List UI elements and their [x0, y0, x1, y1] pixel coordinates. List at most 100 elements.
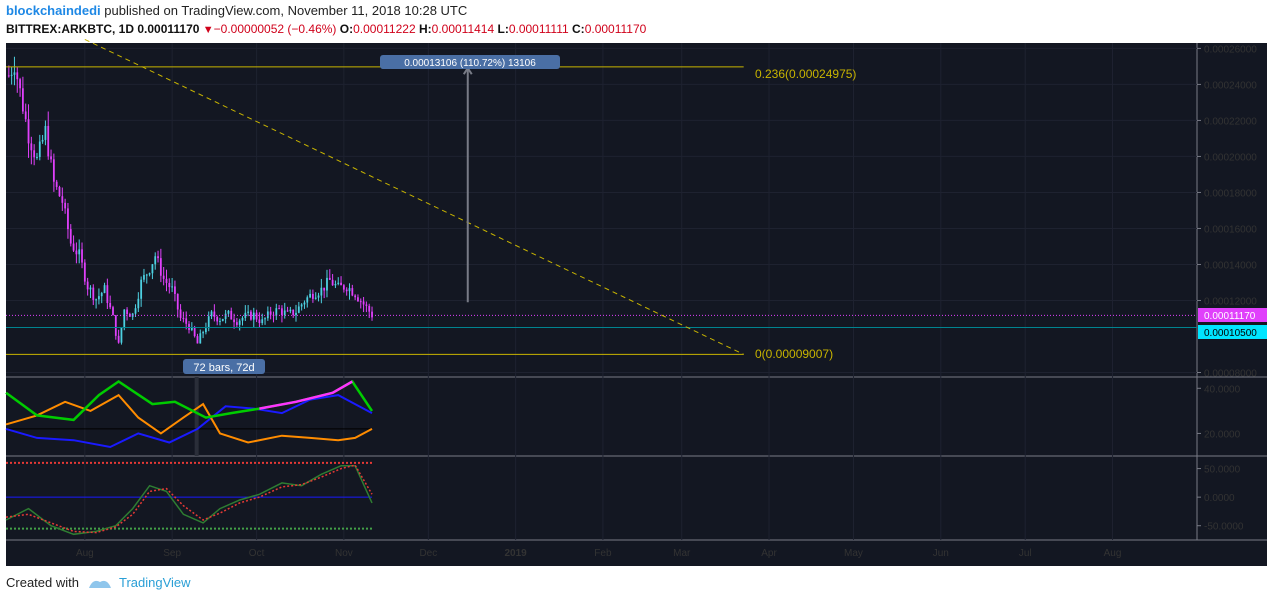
candle-body — [312, 293, 314, 299]
candle-body — [323, 287, 326, 291]
osc-main-line — [5, 464, 373, 536]
candle-body — [258, 319, 261, 324]
tradingview-link[interactable]: TradingView — [118, 575, 191, 590]
candle-body — [81, 249, 83, 263]
created-with-label: Created with — [6, 575, 79, 590]
osc-y-tick-label: 50.0000 — [1204, 465, 1241, 476]
candle-body — [47, 125, 50, 157]
last-price: 0.00011170 — [137, 22, 200, 36]
ohlc-header: BITTREX:ARKBTC, 1D 0.00011170 ▼−0.000000… — [6, 22, 646, 36]
adx-y-tick-label: 20.0000 — [1204, 429, 1241, 440]
axes: Aug Sep Oct Nov Dec 2019 Feb Mar Apr May Jun Jul Aug… — [76, 44, 1257, 559]
candle-body — [72, 243, 75, 251]
oscillator-pane[interactable] — [5, 461, 373, 536]
candle-body — [283, 310, 286, 315]
candle-body — [224, 313, 227, 319]
candle-body — [179, 309, 182, 318]
candle-body — [264, 318, 266, 320]
price-pane[interactable] — [6, 38, 1197, 355]
level-tag: 0.00010500 — [1204, 328, 1257, 339]
candle-body — [337, 282, 340, 284]
candle-body — [188, 323, 190, 330]
candle-body — [365, 304, 368, 306]
candle-body — [227, 310, 230, 314]
candle-body — [176, 293, 179, 310]
candle-body — [190, 327, 193, 330]
x-tick-label: May — [844, 548, 863, 559]
candle-body — [250, 311, 252, 320]
candle-body — [89, 287, 92, 290]
candle-body — [320, 287, 323, 296]
y-tick-label: 0.00014000 — [1204, 260, 1257, 271]
y-tick-label: 0.00012000 — [1204, 296, 1257, 307]
candle-body — [359, 301, 362, 303]
candle-body — [371, 311, 373, 318]
publish-header: blockchaindedi published on TradingView.… — [6, 3, 467, 18]
adx-main-up-segment — [259, 380, 353, 410]
candle-body — [362, 301, 365, 305]
candle-body — [255, 312, 258, 320]
candle-body — [159, 258, 162, 276]
candle-body — [207, 316, 210, 329]
candle-body — [103, 285, 106, 294]
y-tick-label: 0.00018000 — [1204, 188, 1257, 199]
x-tick-label: Nov — [335, 548, 353, 559]
candle-body — [357, 297, 359, 302]
low-label: L: — [497, 22, 509, 36]
candle-body — [100, 293, 103, 297]
close-value: 0.00011170 — [584, 22, 647, 36]
candle-body — [106, 285, 109, 304]
open-value: 0.00011222 — [353, 22, 416, 36]
grid — [6, 43, 1267, 541]
adx-y-tick-label: 40.0000 — [1204, 384, 1241, 395]
candle-body — [300, 304, 303, 307]
candle-body — [52, 159, 55, 182]
x-tick-label: Apr — [761, 548, 777, 559]
measure-label-box — [380, 55, 560, 69]
candle-body — [123, 309, 126, 328]
y-tick-label: 0.00020000 — [1204, 152, 1257, 163]
candle-body — [61, 196, 64, 203]
candle-body — [328, 277, 331, 280]
candle-body — [331, 279, 334, 286]
candle-body — [244, 312, 247, 318]
y-tick-label: 0.00008000 — [1204, 368, 1257, 379]
candle-body — [289, 309, 292, 312]
candle-body — [182, 317, 185, 319]
candle-body — [275, 308, 278, 316]
candle-body — [145, 274, 148, 276]
high-value: 0.00011414 — [431, 22, 495, 36]
candle-body — [241, 317, 244, 321]
y-tick-label: 0.00024000 — [1204, 80, 1257, 91]
candle-body — [41, 139, 44, 142]
candle-body — [30, 143, 33, 151]
x-tick-label: Sep — [163, 548, 181, 559]
candle-body — [112, 307, 114, 316]
low-value: 0.00011111 — [508, 22, 569, 36]
candle-body — [83, 262, 86, 282]
osc-signal-line — [5, 464, 373, 534]
publish-info: published on TradingView.com, November 1… — [100, 3, 468, 18]
osc-y-tick-label: 0.0000 — [1204, 493, 1235, 504]
bars-label-box — [183, 359, 265, 374]
candle-body — [193, 327, 196, 337]
candle-body — [171, 286, 174, 288]
candle-body — [317, 295, 320, 298]
candle-body — [295, 312, 297, 316]
candle-body — [210, 311, 213, 317]
candle-body — [266, 311, 269, 319]
candle-body — [75, 250, 78, 255]
candle-body — [19, 79, 21, 89]
author-link[interactable]: blockchaindedi — [6, 3, 101, 18]
x-tick-label: Feb — [594, 548, 612, 559]
candle-body — [78, 249, 81, 255]
down-triangle-icon: ▼ — [202, 24, 214, 36]
candle-body — [162, 275, 165, 279]
adx-pane[interactable] — [5, 377, 374, 456]
annotations[interactable]: 0.00013106 (110.72%) 13106 72 bars, 72d … — [183, 55, 1267, 374]
candle-body — [44, 125, 47, 140]
candle-body — [342, 285, 345, 290]
candle-body — [303, 302, 306, 305]
candle-body — [137, 298, 140, 309]
